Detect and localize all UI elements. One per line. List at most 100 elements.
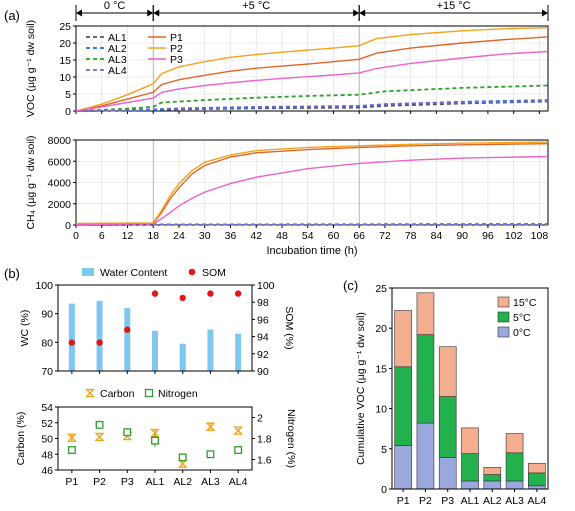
x-tick-label: 6 bbox=[99, 230, 105, 242]
y-tick-label: 0 bbox=[65, 106, 71, 118]
legend-label: 0°C bbox=[513, 327, 531, 339]
y-tick-label: 46 bbox=[41, 465, 53, 477]
y-tick-label: 4000 bbox=[48, 178, 72, 190]
y-tick-label: 0 bbox=[65, 220, 71, 232]
y2-tick-label: 92 bbox=[257, 349, 269, 361]
phase-arrow-head bbox=[353, 9, 360, 17]
x-tick-label: 12 bbox=[122, 230, 134, 242]
legend-swatch bbox=[497, 311, 510, 323]
y-tick-label: 90 bbox=[41, 309, 53, 321]
x-tick-label: 30 bbox=[199, 230, 211, 242]
legend-label-water-content: Water Content bbox=[100, 267, 167, 279]
series-line-P3 bbox=[75, 50, 549, 112]
bar-water-content bbox=[179, 343, 186, 371]
y2-tick-label: 90 bbox=[257, 366, 269, 378]
bar-segment-15C bbox=[438, 346, 457, 397]
bar-segment-5C bbox=[528, 472, 546, 487]
phase-arrow-head bbox=[359, 9, 366, 17]
x-tick-label: 24 bbox=[173, 230, 185, 242]
point-som bbox=[124, 326, 131, 333]
series-line-AL4 bbox=[75, 100, 549, 112]
point-nitrogen bbox=[67, 446, 76, 454]
legend-swatch bbox=[497, 326, 510, 338]
x-axis-label: Incubation time (h) bbox=[266, 245, 357, 257]
x-tick-label: 48 bbox=[276, 230, 288, 242]
x-tick-label: 36 bbox=[225, 230, 237, 242]
y-tick-label: 0 bbox=[381, 484, 387, 496]
bar-segment-5C bbox=[483, 474, 502, 482]
bar-water-content bbox=[124, 307, 131, 371]
bar-segment-5C bbox=[505, 452, 524, 482]
legend-label-AL4: AL4 bbox=[108, 65, 127, 77]
legend-swatch bbox=[497, 296, 510, 308]
x-tick-label: P1 bbox=[65, 476, 78, 488]
point-nitrogen bbox=[234, 446, 243, 454]
marker-carbon bbox=[84, 388, 96, 398]
bar-segment-0C bbox=[416, 422, 435, 490]
phase-arrow-head bbox=[147, 9, 154, 17]
x-tick-label: AL3 bbox=[505, 495, 524, 507]
y-tick-label: 20 bbox=[59, 38, 71, 50]
y2-tick-label: 94 bbox=[257, 332, 269, 344]
panel-label-c: (c) bbox=[343, 278, 358, 293]
y-tick-label: 48 bbox=[41, 449, 53, 461]
legend-label-P3: P3 bbox=[170, 54, 183, 66]
y-tick-label: 80 bbox=[41, 337, 53, 349]
bar-segment-15C bbox=[416, 292, 435, 335]
marker-carbon bbox=[94, 432, 105, 442]
y-axis-label: CH₄ (µg g⁻¹ dw soil) bbox=[25, 135, 37, 229]
y-tick-label: 25 bbox=[375, 283, 387, 295]
y2-tick-label: 1.8 bbox=[257, 434, 272, 446]
marker-carbon bbox=[149, 428, 161, 438]
x-tick-label: P3 bbox=[121, 476, 134, 488]
y2-tick-label: 96 bbox=[257, 314, 269, 326]
point-som bbox=[68, 339, 76, 346]
x-tick-label: 108 bbox=[531, 230, 549, 242]
y-tick-label: 54 bbox=[41, 402, 53, 414]
y-tick-label: 6000 bbox=[48, 156, 72, 168]
x-tick-label: AL1 bbox=[461, 495, 480, 507]
y-axis-label: WC (%) bbox=[19, 310, 31, 347]
legend-label: 15°C bbox=[513, 297, 537, 309]
bar-water-content bbox=[207, 329, 214, 371]
legend-label-carbon: Carbon bbox=[100, 388, 135, 400]
y-tick-label: 5 bbox=[65, 89, 71, 101]
legend-label-P2: P2 bbox=[170, 43, 183, 55]
phase-label: +5 °C bbox=[242, 0, 270, 12]
x-tick-label: 60 bbox=[328, 230, 340, 242]
point-nitrogen bbox=[206, 450, 215, 459]
x-tick-label: 54 bbox=[302, 230, 314, 242]
bar-segment-5C bbox=[438, 396, 457, 458]
y-axis-label: Carbon (%) bbox=[15, 412, 27, 466]
bar-segment-15C bbox=[528, 462, 546, 474]
phase-arrow-head bbox=[542, 9, 548, 17]
phase-label: 0 °C bbox=[104, 0, 126, 12]
bar-segment-0C bbox=[461, 480, 479, 490]
x-tick-label: 102 bbox=[505, 230, 523, 242]
x-tick-label: AL4 bbox=[229, 476, 248, 488]
y-tick-label: 50 bbox=[41, 434, 53, 446]
bar-water-content bbox=[68, 303, 75, 371]
bar-segment-5C bbox=[394, 366, 412, 446]
legend-label-nitrogen: Nitrogen bbox=[158, 388, 198, 400]
point-som bbox=[207, 290, 214, 297]
x-tick-label: P2 bbox=[93, 476, 106, 488]
bar-segment-0C bbox=[438, 457, 457, 490]
phase-arrow-head bbox=[76, 9, 82, 17]
point-nitrogen bbox=[151, 436, 159, 445]
y-tick-label: 5 bbox=[381, 444, 387, 456]
point-som bbox=[234, 290, 242, 297]
y2-tick-label: 98 bbox=[257, 297, 269, 309]
x-tick-label: 90 bbox=[456, 230, 468, 242]
series-line-AL3 bbox=[75, 84, 549, 112]
bar-segment-0C bbox=[505, 480, 524, 490]
legend-swatch-water-content bbox=[82, 268, 94, 276]
bar-segment-0C bbox=[483, 480, 502, 490]
point-som bbox=[151, 290, 159, 297]
y2-tick-label: 100 bbox=[257, 280, 275, 292]
point-nitrogen bbox=[123, 428, 132, 437]
bar-water-content bbox=[152, 330, 158, 371]
bar-segment-5C bbox=[461, 453, 479, 482]
x-tick-label: AL3 bbox=[201, 476, 220, 488]
y-tick-label: 10 bbox=[59, 72, 71, 84]
